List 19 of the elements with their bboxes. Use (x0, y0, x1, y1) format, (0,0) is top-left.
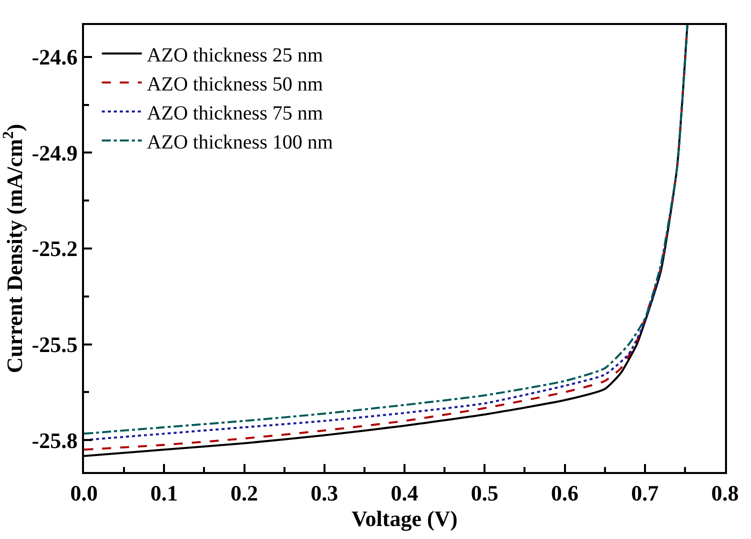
y-tick-label: -24.6 (32, 44, 78, 70)
legend-label: AZO thickness 100 nm (146, 131, 334, 154)
x-tick-label: 0.4 (390, 480, 418, 506)
x-tick-label: 0.0 (70, 480, 98, 506)
y-tick-label: -25.2 (32, 236, 78, 262)
legend-label: AZO thickness 50 nm (146, 73, 324, 96)
x-tick-label: 0.2 (230, 480, 258, 506)
x-tick-label: 0.8 (711, 480, 739, 506)
x-tick-label: 0.7 (631, 480, 659, 506)
y-tick-label: -24.9 (32, 140, 78, 166)
x-tick-label: 0.6 (551, 480, 578, 506)
legend-label: AZO thickness 25 nm (146, 44, 324, 66)
y-tick-label: -25.8 (32, 428, 78, 453)
x-tick-label: 0.3 (310, 480, 338, 506)
x-axis-title: Voltage (V) (351, 506, 458, 531)
y-tick-label: -25.5 (32, 332, 78, 357)
legend-label: AZO thickness 75 nm (146, 102, 324, 124)
x-tick-label: 0.5 (470, 480, 498, 506)
x-tick-label: 0.1 (150, 480, 178, 506)
